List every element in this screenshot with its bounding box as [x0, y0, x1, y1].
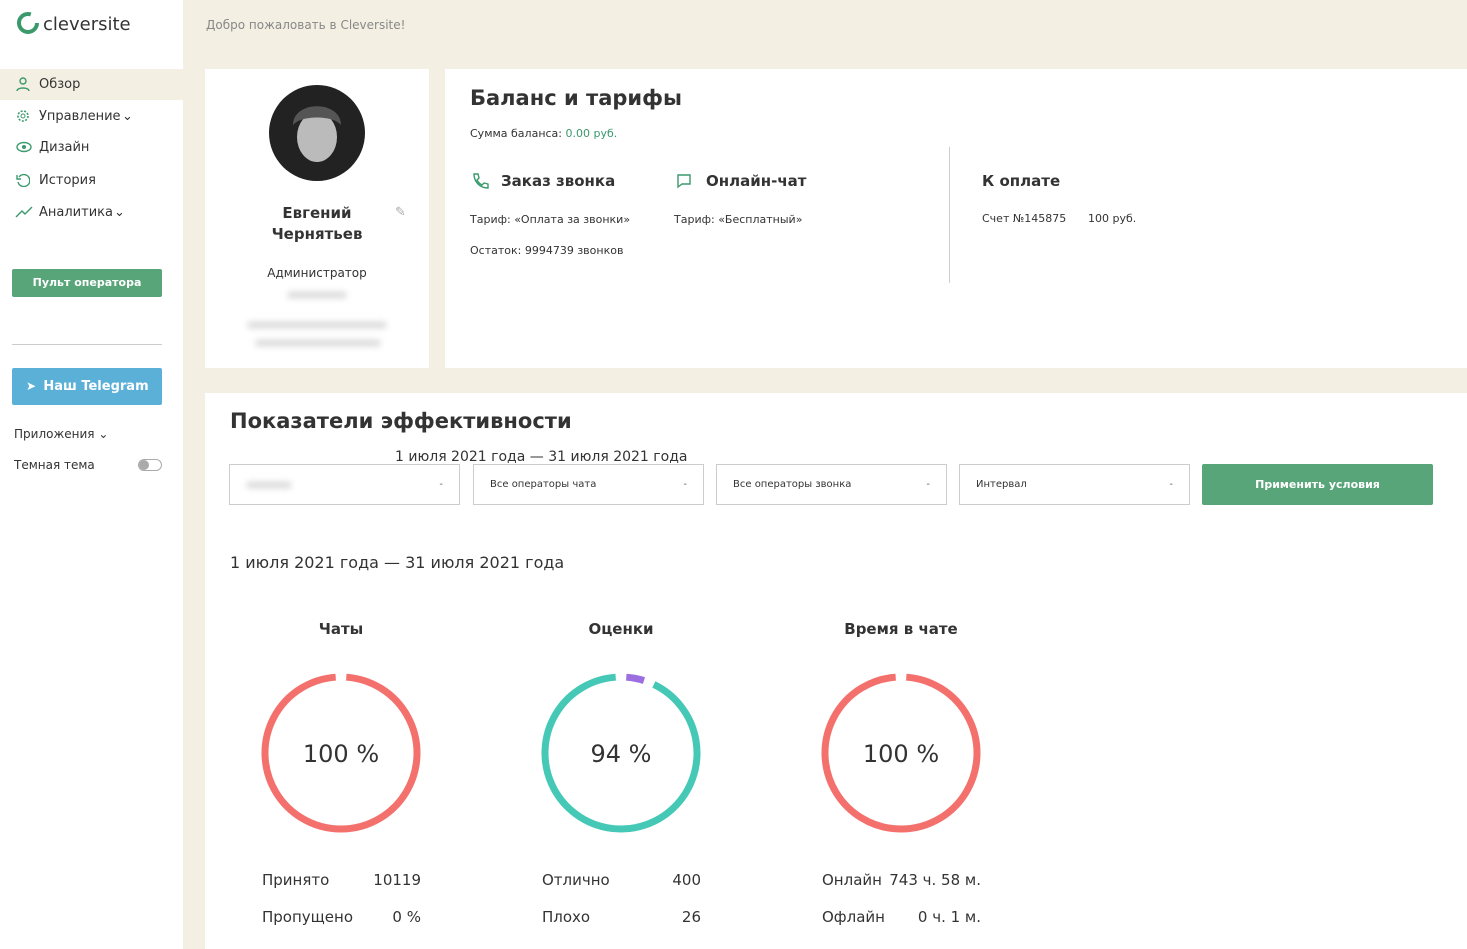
donut-label: 94 % [591, 740, 652, 768]
filter-select[interactable]: Все операторы звонка - [716, 464, 947, 505]
menu-item[interactable]: Обзор [0, 69, 183, 100]
metric-row-label: Офлайн [822, 908, 885, 926]
apply-button[interactable]: Применить условия [1202, 464, 1433, 505]
donut-label: 100 % [863, 740, 939, 768]
metric-row-label: Отлично [542, 871, 610, 889]
balance-title: Баланс и тарифы [470, 86, 682, 110]
metric-title: Чаты [319, 620, 364, 638]
period: 1 июля 2021 года — 31 июля 2021 года [230, 553, 565, 572]
callback-title: Заказ звонка [501, 172, 616, 190]
filter-select[interactable]: Интервал - [959, 464, 1190, 505]
apps-label: Приложения [14, 427, 95, 441]
divider [949, 147, 950, 283]
profile-name: Евгений Чернятьев [271, 204, 363, 243]
menu-item[interactable]: Аналитика ⌄ [0, 197, 183, 228]
filter-label: Все операторы чата [490, 479, 597, 490]
sum-value: 0.00 руб. [565, 127, 618, 140]
donut-arc [541, 673, 701, 833]
donut-label: 100 % [303, 740, 379, 768]
avatar [269, 85, 365, 181]
metric-row-value: 10119 [373, 871, 421, 889]
sidebar: cleversite Обзор Управление ⌄ Дизайн Исто… [0, 0, 183, 949]
phone-icon [473, 173, 489, 189]
period: 1 июля 2021 года — 31 июля 2021 года [395, 449, 688, 465]
blurred-info [287, 291, 347, 299]
metric-row-value: 0 % [392, 908, 421, 926]
donut-arc [261, 673, 421, 833]
menu-label: Обзор [39, 77, 81, 92]
filter-label: Интервал [976, 479, 1027, 490]
metric-row-value: 743 ч. 58 м. [889, 871, 981, 889]
callback-tariff: Тариф: «Оплата за звонки» [470, 213, 631, 226]
metric-row-label: Плохо [542, 908, 590, 926]
menu-item[interactable]: Управление ⌄ [0, 101, 183, 132]
filter-label: Все операторы звонка [733, 479, 852, 490]
donut-arc [821, 673, 981, 833]
blurred-info [255, 339, 381, 347]
logo-icon [17, 12, 39, 34]
menu-label: Управление [39, 109, 121, 124]
metric-title: Время в чате [844, 620, 957, 638]
chat-title: Онлайн-чат [706, 172, 807, 190]
metric-row-label: Пропущено [262, 908, 353, 926]
apps-menu[interactable]: Приложения ⌄ [14, 427, 109, 441]
chat-tariff: Тариф: «Бесплатный» [674, 213, 803, 226]
profile-role: Администратор [267, 266, 367, 280]
welcome: Добро пожаловать в Cleversite! [206, 18, 406, 32]
metric-row-label: Принято [262, 871, 329, 889]
metric-row-value: 26 [682, 908, 701, 926]
metric-row-value: 0 ч. 1 м. [918, 908, 981, 926]
blurred-info [247, 321, 387, 329]
metric-row-label: Онлайн [822, 871, 882, 889]
dark-theme-label: Темная тема [14, 458, 95, 472]
sum-label: Сумма баланса: [470, 127, 563, 140]
dark-theme-toggle[interactable] [138, 459, 162, 471]
menu-label: История [39, 173, 96, 188]
filter-select[interactable]: Все операторы чата - [473, 464, 704, 505]
balance-card: Баланс и тарифы Сумма баланса: 0.00 руб.… [445, 69, 1467, 368]
edit-icon[interactable]: ✎ [395, 205, 406, 220]
telegram-button[interactable]: ➤ Наш Telegram [12, 368, 162, 405]
profile-card: Евгений Чернятьев ✎ Администратор [205, 69, 429, 368]
menu-item[interactable]: Дизайн [0, 132, 183, 163]
invoice: Счет №145875 [982, 212, 1067, 225]
payment-title: К оплате [982, 172, 1061, 190]
divider [12, 344, 162, 345]
callback-remaining: Остаток: 9994739 звонков [470, 244, 624, 257]
performance-title: Показатели эффективности [230, 409, 572, 433]
operator-button[interactable]: Пульт оператора [12, 269, 162, 297]
metric-title: Оценки [588, 620, 653, 638]
menu-label: Аналитика [39, 205, 113, 220]
menu-label: Дизайн [39, 140, 90, 155]
chat-icon [677, 174, 691, 189]
balance-sum: Сумма баланса: 0.00 руб. [470, 127, 617, 140]
donut-rest [625, 673, 646, 684]
menu-item[interactable]: История [0, 165, 183, 196]
invoice-amount: 100 руб. [1088, 212, 1137, 225]
logo: cleversite [43, 14, 131, 35]
site-select[interactable]: - [229, 464, 460, 505]
metric-row-value: 400 [672, 871, 701, 889]
telegram-label: Наш Telegram [43, 379, 149, 394]
metrics: Чаты 100 % Принято 10119 Пропущено 0 % Оценки 9… [261, 620, 981, 926]
